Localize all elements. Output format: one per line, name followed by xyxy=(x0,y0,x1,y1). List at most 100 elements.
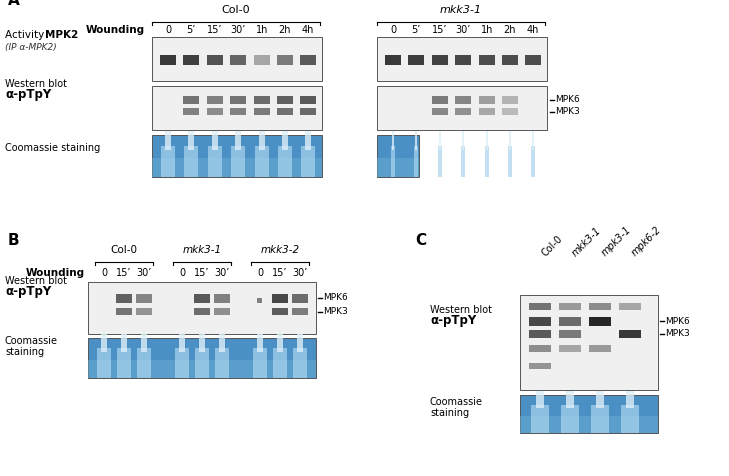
Bar xyxy=(589,317,611,326)
Text: Col-0: Col-0 xyxy=(111,245,138,255)
Text: staining: staining xyxy=(5,347,44,357)
Bar xyxy=(502,96,518,104)
Bar xyxy=(626,391,634,408)
Bar xyxy=(161,146,175,177)
Bar xyxy=(432,55,448,65)
Bar xyxy=(214,294,230,303)
Bar xyxy=(508,146,512,177)
Bar xyxy=(136,308,152,315)
Bar xyxy=(462,131,464,149)
Bar xyxy=(461,146,464,177)
Bar xyxy=(230,108,246,115)
Text: 30’: 30’ xyxy=(214,268,230,278)
Text: 0: 0 xyxy=(101,268,107,278)
Text: 4h: 4h xyxy=(527,25,539,35)
Bar xyxy=(502,108,518,115)
Bar xyxy=(152,86,322,130)
Bar xyxy=(520,295,658,390)
Bar xyxy=(183,108,199,115)
Bar xyxy=(273,348,287,378)
Bar xyxy=(531,146,534,177)
Bar xyxy=(208,146,222,177)
Text: Western blot: Western blot xyxy=(5,276,67,286)
Text: staining: staining xyxy=(430,408,469,418)
Bar xyxy=(179,334,184,352)
Bar xyxy=(566,391,574,408)
Bar xyxy=(391,146,394,177)
Text: Western blot: Western blot xyxy=(5,79,67,89)
Text: 30’: 30’ xyxy=(456,25,471,35)
Bar xyxy=(559,303,581,310)
Bar xyxy=(590,405,609,433)
Bar xyxy=(377,37,547,81)
Bar xyxy=(207,96,223,104)
Text: MPK2: MPK2 xyxy=(45,30,78,40)
Bar xyxy=(88,360,316,378)
Text: Col-0: Col-0 xyxy=(222,5,250,15)
Bar xyxy=(432,108,448,115)
Bar xyxy=(305,131,311,149)
Text: A: A xyxy=(8,0,20,8)
Text: Activity: Activity xyxy=(5,30,47,40)
Bar xyxy=(529,330,551,338)
Bar xyxy=(152,37,322,81)
Text: 15’: 15’ xyxy=(194,268,210,278)
Bar xyxy=(282,131,288,149)
Bar xyxy=(183,55,199,65)
Bar xyxy=(255,146,269,177)
Bar xyxy=(277,55,293,65)
Bar xyxy=(385,55,401,65)
Bar xyxy=(392,131,394,149)
Bar xyxy=(88,282,316,334)
Bar xyxy=(160,55,176,65)
Bar xyxy=(219,334,225,352)
Bar xyxy=(525,55,541,65)
Bar xyxy=(596,391,604,408)
Bar xyxy=(486,131,488,149)
Bar xyxy=(559,345,581,352)
Bar xyxy=(479,108,495,115)
Text: 30’: 30’ xyxy=(136,268,152,278)
Bar xyxy=(293,348,307,378)
Bar xyxy=(502,55,518,65)
Bar xyxy=(137,348,151,378)
Bar xyxy=(529,345,551,352)
Bar xyxy=(532,131,534,149)
Text: 15’: 15’ xyxy=(272,268,288,278)
Bar xyxy=(479,55,495,65)
Bar xyxy=(207,55,223,65)
Bar xyxy=(414,146,418,177)
Bar xyxy=(619,330,641,338)
Bar xyxy=(620,405,639,433)
Text: mkk3-2: mkk3-2 xyxy=(260,245,300,255)
Bar xyxy=(297,334,303,352)
Text: C: C xyxy=(415,233,426,248)
Bar xyxy=(121,334,127,352)
Text: 0: 0 xyxy=(257,268,263,278)
Text: 2h: 2h xyxy=(278,25,292,35)
Text: 5’: 5’ xyxy=(187,25,195,35)
Text: α-pTpY: α-pTpY xyxy=(5,88,51,101)
Bar xyxy=(207,108,223,115)
Bar xyxy=(254,108,270,115)
Bar xyxy=(479,96,495,104)
Bar xyxy=(253,348,267,378)
Text: MPK6: MPK6 xyxy=(555,96,580,105)
Bar xyxy=(199,334,205,352)
Bar xyxy=(589,303,611,310)
Text: 2h: 2h xyxy=(504,25,516,35)
Bar xyxy=(531,405,550,433)
Bar xyxy=(183,96,199,104)
Bar xyxy=(559,317,581,326)
Text: mkk3-1: mkk3-1 xyxy=(570,225,603,258)
Text: Coomassie staining: Coomassie staining xyxy=(5,143,101,153)
Bar xyxy=(97,348,111,378)
Bar xyxy=(231,146,245,177)
Text: Wounding: Wounding xyxy=(26,268,85,278)
Bar xyxy=(214,308,230,315)
Bar xyxy=(300,108,316,115)
Bar xyxy=(212,131,218,149)
Bar xyxy=(377,158,419,177)
Text: MPK3: MPK3 xyxy=(665,329,690,338)
Text: mkk3-1: mkk3-1 xyxy=(182,245,222,255)
